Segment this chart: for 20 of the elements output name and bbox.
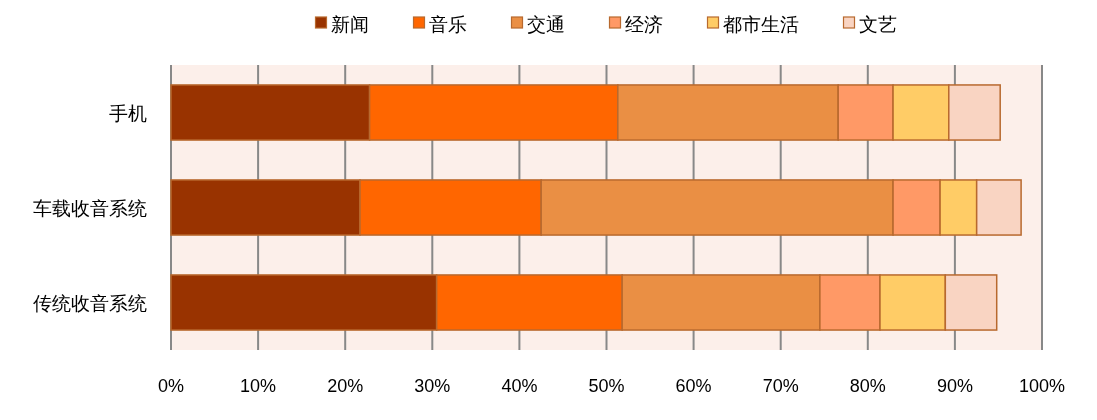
y-tick-label: 手机 xyxy=(109,102,147,124)
y-tick-label: 传统收音系统 xyxy=(33,292,147,314)
x-tick-label: 80% xyxy=(849,376,886,396)
x-tick-label: 40% xyxy=(501,376,538,396)
x-tick-label: 10% xyxy=(240,376,277,396)
x-tick-label: 20% xyxy=(327,376,364,396)
legend-label: 音乐 xyxy=(428,14,467,35)
legend-label: 经济 xyxy=(624,14,663,35)
x-tick-label: 60% xyxy=(675,376,712,396)
x-tick-label: 30% xyxy=(414,376,451,396)
legend-label: 新闻 xyxy=(330,14,369,35)
x-tick-label: 70% xyxy=(762,376,799,396)
y-tick-label: 车载收音系统 xyxy=(33,197,147,219)
legend-label: 交通 xyxy=(526,14,565,35)
x-tick-label: 90% xyxy=(936,376,973,396)
x-tick-label: 50% xyxy=(588,376,625,396)
x-tick-label: 100% xyxy=(1018,376,1066,396)
legend-label: 都市生活 xyxy=(722,14,799,35)
x-tick-label: 0% xyxy=(157,376,185,396)
legend-label: 文艺 xyxy=(858,14,897,35)
